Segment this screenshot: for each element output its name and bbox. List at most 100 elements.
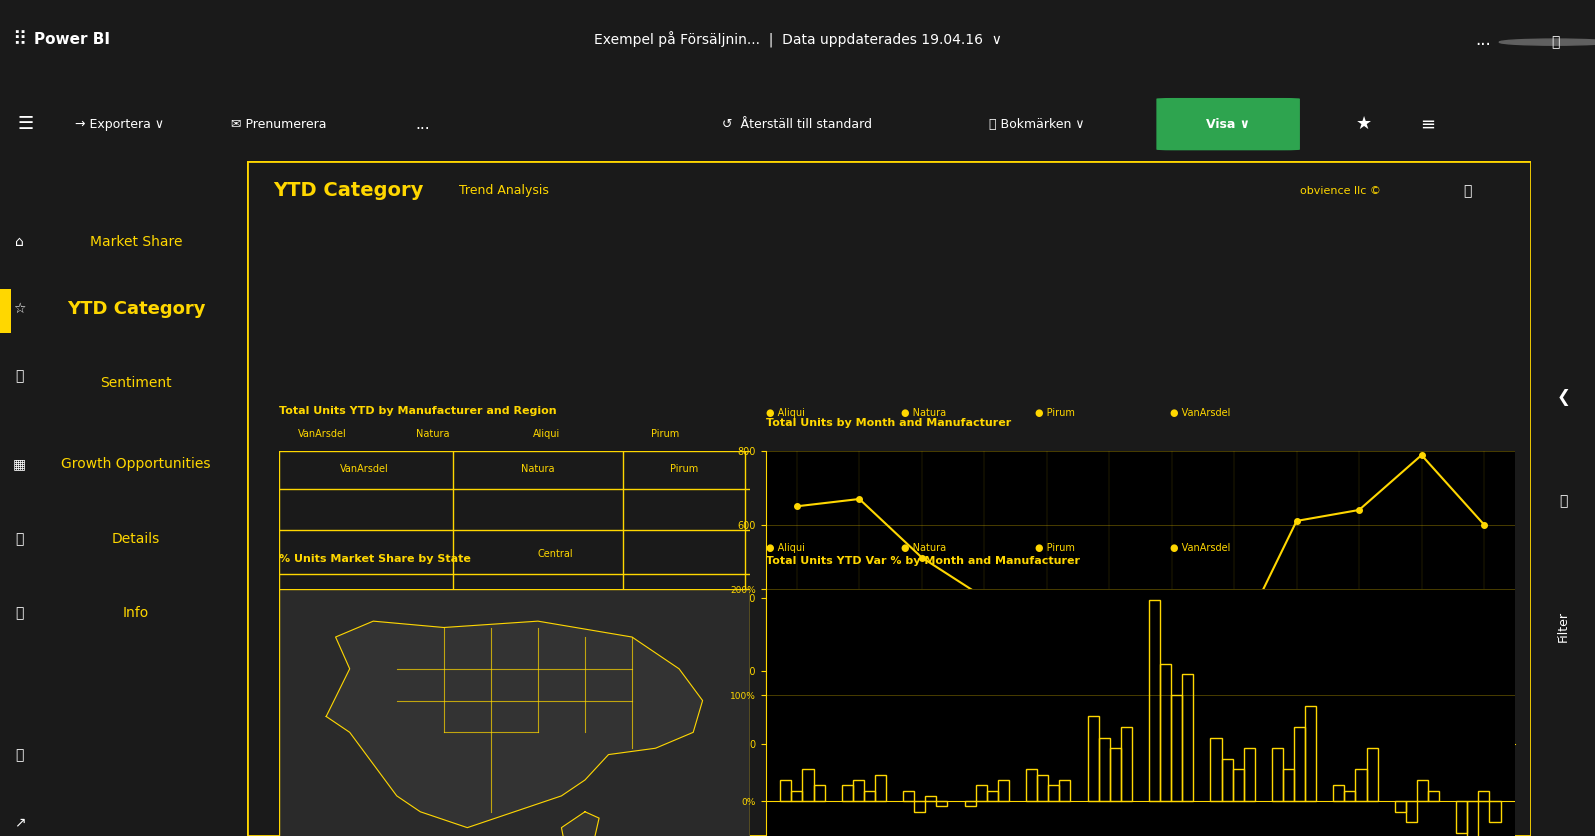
Bar — [802, 769, 813, 801]
Text: Growth Opportunities: Growth Opportunities — [61, 457, 211, 472]
Text: VanArsdel: VanArsdel — [298, 429, 346, 439]
Text: Natura: Natura — [522, 464, 555, 474]
Text: 👥: 👥 — [16, 532, 24, 546]
Text: ★: ★ — [1356, 115, 1372, 133]
Text: Trend Analysis: Trend Analysis — [459, 185, 549, 197]
Text: Central: Central — [346, 725, 381, 734]
Text: 📋: 📋 — [16, 606, 24, 620]
Bar — [1222, 759, 1233, 801]
Text: VanArsdel: VanArsdel — [340, 464, 388, 474]
Text: Details: Details — [112, 532, 160, 546]
Polygon shape — [327, 621, 702, 828]
Text: Aliqui: Aliqui — [538, 593, 565, 603]
Text: ● VanArsdel: ● VanArsdel — [1171, 408, 1231, 418]
Text: ● VanArsdel: ● VanArsdel — [1171, 543, 1231, 553]
Text: ☰: ☰ — [18, 115, 33, 133]
Bar — [1405, 801, 1416, 823]
Text: ● Pirum: ● Pirum — [1035, 408, 1075, 418]
Text: Total Units by Month and Manufacturer: Total Units by Month and Manufacturer — [766, 419, 1011, 428]
Text: 👤: 👤 — [16, 748, 24, 762]
Bar — [1059, 780, 1070, 801]
Bar — [1026, 769, 1037, 801]
Bar — [813, 785, 825, 801]
Bar — [1160, 664, 1171, 801]
Text: ▦: ▦ — [13, 457, 27, 472]
Bar — [936, 801, 947, 807]
Bar — [1467, 801, 1479, 836]
Bar — [1456, 801, 1467, 833]
Polygon shape — [561, 812, 600, 836]
Bar — [1037, 775, 1048, 801]
Text: Central: Central — [538, 549, 574, 558]
Bar — [976, 785, 987, 801]
Bar — [842, 785, 853, 801]
Text: ❮: ❮ — [1557, 388, 1569, 406]
Bar — [1048, 785, 1059, 801]
Bar — [864, 791, 876, 801]
Bar — [1110, 748, 1121, 801]
Bar — [965, 801, 976, 807]
FancyBboxPatch shape — [1156, 98, 1300, 150]
Text: ⏱: ⏱ — [16, 370, 24, 384]
Bar — [853, 780, 864, 801]
Bar — [1088, 716, 1099, 801]
Text: Total Units YTD Var % by Month and Manufacturer: Total Units YTD Var % by Month and Manuf… — [766, 557, 1080, 566]
Text: Filter: Filter — [1557, 611, 1569, 643]
Text: ⌂: ⌂ — [16, 235, 24, 248]
Text: ● Pirum: ● Pirum — [1035, 543, 1075, 553]
Text: ☆: ☆ — [13, 302, 26, 316]
Text: ↺  Återställ till standard: ↺ Återställ till standard — [723, 118, 872, 130]
Bar — [791, 791, 802, 801]
Text: Pirum: Pirum — [651, 429, 679, 439]
Text: ...: ... — [415, 117, 431, 131]
Text: obvience llc ©: obvience llc © — [1300, 186, 1381, 196]
Bar — [1333, 785, 1345, 801]
Text: → Exportera ∨: → Exportera ∨ — [75, 118, 164, 130]
Text: Info: Info — [123, 606, 148, 620]
Bar — [1271, 748, 1282, 801]
Text: Central: Central — [520, 725, 555, 734]
Text: Pirum: Pirum — [670, 464, 699, 474]
Bar — [1211, 737, 1222, 801]
Text: ↗: ↗ — [14, 815, 26, 829]
Bar — [1294, 727, 1305, 801]
Text: YTD Category: YTD Category — [273, 181, 423, 201]
Bar — [1367, 748, 1378, 801]
Text: YTD Category: YTD Category — [67, 300, 206, 319]
Bar — [1490, 801, 1501, 823]
Text: Aliqui: Aliqui — [533, 429, 560, 439]
Text: ✉ Prenumerera: ✉ Prenumerera — [231, 118, 327, 130]
Text: Visa ∨: Visa ∨ — [1206, 118, 1250, 130]
Text: ● Aliqui: ● Aliqui — [766, 543, 804, 553]
Bar — [1305, 706, 1316, 801]
Text: Exempel på Försäljnin...  |  Data uppdaterades 19.04.16  ∨: Exempel på Försäljnin... | Data uppdater… — [593, 31, 1002, 48]
Text: Central: Central — [667, 725, 702, 734]
Text: Natura: Natura — [416, 429, 450, 439]
Bar — [1282, 769, 1294, 801]
Bar — [1345, 791, 1356, 801]
Text: 💬: 💬 — [1463, 184, 1471, 198]
Text: ...: ... — [1475, 30, 1491, 48]
Bar — [1428, 791, 1439, 801]
Bar — [1148, 600, 1160, 801]
Bar — [914, 801, 925, 812]
Text: ≡: ≡ — [1420, 115, 1436, 133]
Bar — [876, 775, 887, 801]
Bar — [780, 780, 791, 801]
Bar — [925, 796, 936, 801]
Text: ● Natura: ● Natura — [901, 543, 946, 553]
Bar — [1479, 791, 1490, 801]
Bar — [998, 780, 1010, 801]
Text: 🔖 Bokmärken ∨: 🔖 Bokmärken ∨ — [989, 118, 1085, 130]
Bar — [1416, 780, 1428, 801]
Text: Power BI: Power BI — [33, 32, 110, 47]
Text: Total Units YTD by Manufacturer and Region: Total Units YTD by Manufacturer and Regi… — [279, 406, 557, 416]
Bar — [1394, 801, 1405, 812]
Text: % Units Market Share by State: % Units Market Share by State — [279, 554, 471, 564]
Bar — [1182, 674, 1193, 801]
Bar — [1121, 727, 1132, 801]
Bar — [1356, 769, 1367, 801]
Text: ⠿: ⠿ — [13, 30, 26, 49]
Bar — [1099, 737, 1110, 801]
Text: Sentiment: Sentiment — [100, 376, 172, 390]
